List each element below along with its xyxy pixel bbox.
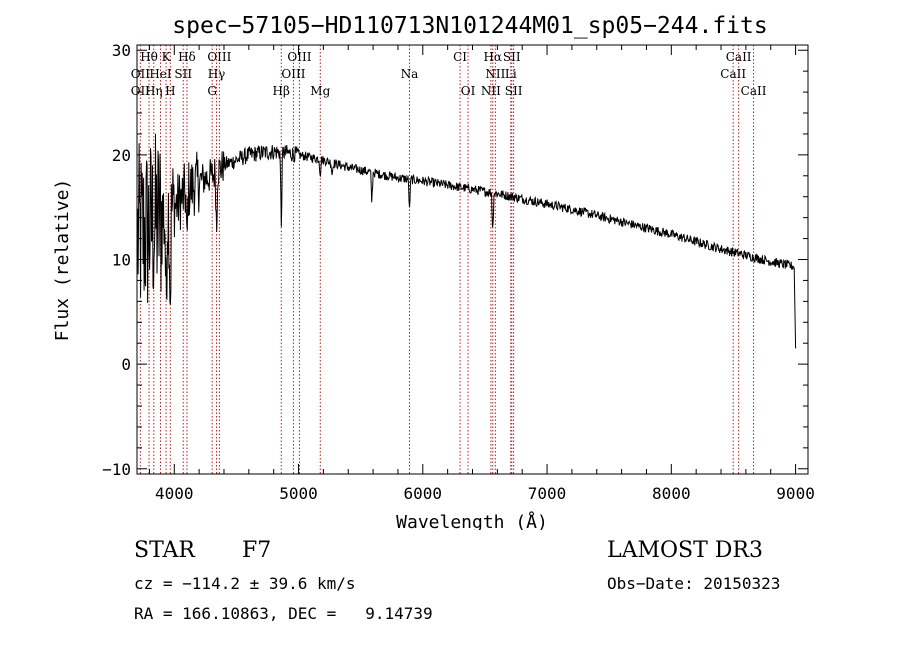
line-label: OII bbox=[131, 67, 151, 81]
y-tick-label: −10 bbox=[102, 460, 131, 479]
line-label: OIII bbox=[281, 67, 305, 81]
y-tick-label: 20 bbox=[112, 146, 131, 165]
x-tick-label: 5000 bbox=[279, 484, 318, 503]
line-label: Hβ bbox=[273, 84, 290, 98]
line-label: Hδ bbox=[178, 50, 196, 64]
y-tick-label: 0 bbox=[121, 355, 131, 374]
line-label: H bbox=[165, 84, 175, 98]
line-label: CaII bbox=[720, 67, 746, 81]
line-label: G bbox=[207, 84, 217, 98]
line-label: CaII bbox=[741, 84, 767, 98]
line-label: SII bbox=[505, 84, 523, 98]
line-label: Li bbox=[505, 67, 517, 81]
x-tick-label: 9000 bbox=[776, 484, 815, 503]
x-tick-label: 7000 bbox=[528, 484, 567, 503]
x-tick-label: 8000 bbox=[652, 484, 691, 503]
line-label: OI bbox=[461, 84, 476, 98]
line-label: OIII bbox=[287, 50, 311, 64]
line-label: HeI bbox=[149, 67, 172, 81]
line-label: Hθ bbox=[140, 50, 158, 64]
x-axis-label: Wavelength (Å) bbox=[396, 511, 548, 530]
line-label: Hη bbox=[145, 84, 163, 98]
obs-date: Obs−Date: 20150323 bbox=[607, 574, 781, 593]
line-label: SII bbox=[503, 50, 521, 64]
y-tick-label: 10 bbox=[112, 251, 131, 270]
line-label: NII bbox=[485, 67, 505, 81]
line-label: CaII bbox=[726, 50, 752, 64]
subclass-label: F7 bbox=[242, 538, 272, 563]
spectrum-line bbox=[137, 133, 797, 349]
class-label: STAR bbox=[134, 538, 195, 563]
line-label: NII bbox=[481, 84, 501, 98]
chart-title: spec−57105−HD110713N101244M01_sp05−244.f… bbox=[172, 13, 767, 39]
line-label: SII bbox=[174, 67, 192, 81]
line-label: Na bbox=[401, 67, 419, 81]
ra-dec: RA = 166.10863, DEC = 9.14739 bbox=[134, 604, 433, 623]
line-label: OII bbox=[131, 84, 151, 98]
cz-value: cz = −114.2 ± 39.6 km/s bbox=[134, 574, 356, 593]
line-label: CI bbox=[453, 50, 467, 64]
x-tick-label: 4000 bbox=[155, 484, 194, 503]
spectrum-chart: spec−57105−HD110713N101244M01_sp05−244.f… bbox=[52, 13, 815, 530]
line-label: Hγ bbox=[208, 67, 226, 81]
line-label: Hα bbox=[483, 50, 502, 64]
line-label: K bbox=[162, 50, 172, 64]
line-label: Mg bbox=[310, 84, 330, 98]
y-axis-label: Flux (relative) bbox=[52, 179, 73, 342]
survey-label: LAMOST DR3 bbox=[607, 538, 763, 563]
plot-frame bbox=[136, 44, 809, 475]
y-tick-label: 30 bbox=[112, 41, 131, 60]
x-tick-label: 6000 bbox=[404, 484, 443, 503]
line-label: OIII bbox=[207, 50, 231, 64]
